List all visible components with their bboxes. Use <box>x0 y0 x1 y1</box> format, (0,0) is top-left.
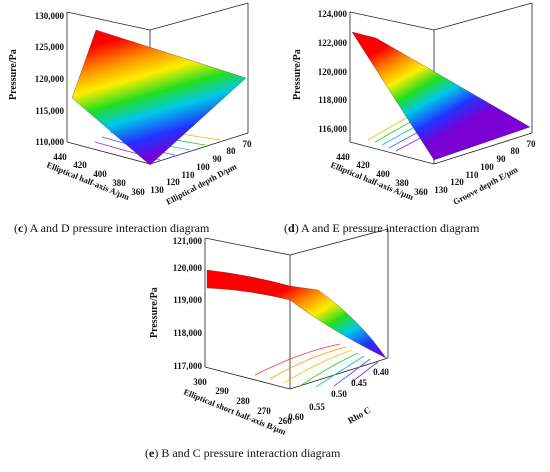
panel-d: 116,000 118,000 120,000 122,000 124,000 … <box>284 2 536 235</box>
y-tick: 0.45 <box>351 378 367 388</box>
x-tick: 300 <box>193 377 207 387</box>
y-tick: 0.40 <box>373 367 389 377</box>
z-tick: 125,000 <box>35 42 65 52</box>
z-tick: 119,000 <box>173 295 202 305</box>
panel-e-contours <box>254 343 379 388</box>
panel-e-ylabel: Rho C <box>346 405 372 426</box>
y-tick: 130 <box>150 185 164 195</box>
y-tick: 120 <box>450 177 464 187</box>
x-tick: 420 <box>73 160 87 170</box>
y-tick: 100 <box>480 162 494 172</box>
panel-c-surface <box>71 29 247 166</box>
panel-e-frame <box>204 228 389 390</box>
panel-c-caption: (c) A and D pressure interaction diagram <box>14 221 210 235</box>
x-tick: 400 <box>376 169 390 179</box>
z-tick: 130,000 <box>35 11 65 21</box>
panel-e-y-ticks: 0.60 0.55 0.50 0.45 0.40 <box>288 367 389 422</box>
z-tick: 120,000 <box>35 74 65 84</box>
y-tick: 80 <box>511 146 521 156</box>
y-tick: 120 <box>166 177 180 187</box>
y-tick: 70 <box>527 139 537 149</box>
z-tick: 117,000 <box>173 361 202 371</box>
z-tick: 120,000 <box>173 263 203 273</box>
x-tick: 280 <box>236 396 250 406</box>
x-tick: 360 <box>131 187 145 197</box>
x-tick: 420 <box>356 160 370 170</box>
x-tick: 400 <box>93 169 107 179</box>
z-tick: 124,000 <box>318 9 348 19</box>
y-tick: 110 <box>465 170 479 180</box>
z-tick: 116,000 <box>318 124 347 134</box>
z-tick: 115,000 <box>35 106 64 116</box>
x-tick: 380 <box>112 178 126 188</box>
x-tick: 440 <box>336 152 350 162</box>
z-tick: 118,000 <box>318 95 347 105</box>
y-tick: 130 <box>434 185 448 195</box>
panel-e: 117,000 118,000 119,000 120,000 121,000 … <box>145 228 389 460</box>
panel-e-surface <box>206 269 387 359</box>
panel-d-zlabel: Pressure/Pa <box>292 49 303 100</box>
panel-d-caption: (d) A and E pressure interaction diagram <box>284 221 480 235</box>
panel-d-z-ticks: 116,000 118,000 120,000 122,000 124,000 <box>318 9 348 134</box>
panel-c-y-ticks: 130 120 110 100 90 80 70 <box>150 139 252 195</box>
panel-c-z-ticks: 110,000 115,000 120,000 125,000 130,000 <box>35 11 65 147</box>
panel-c-zlabel: Pressure/Pa <box>8 49 19 100</box>
y-tick: 110 <box>181 170 195 180</box>
x-tick: 360 <box>414 187 428 197</box>
panel-e-caption: (e) B and C pressure interaction diagram <box>145 446 341 460</box>
y-tick: 0.60 <box>288 412 304 422</box>
z-tick: 118,000 <box>173 328 202 338</box>
x-tick: 440 <box>53 152 67 162</box>
y-tick: 0.55 <box>309 402 325 412</box>
y-tick: 100 <box>196 162 210 172</box>
panel-d-surface <box>351 31 531 161</box>
x-tick: 270 <box>257 406 271 416</box>
panel-c-x-ticks: 440 420 400 380 360 <box>53 152 145 197</box>
z-tick: 110,000 <box>35 137 64 147</box>
z-tick: 120,000 <box>318 67 348 77</box>
y-tick: 0.50 <box>331 389 347 399</box>
y-tick: 90 <box>213 154 223 164</box>
y-tick: 80 <box>227 146 237 156</box>
y-tick: 70 <box>243 139 253 149</box>
x-tick: 380 <box>395 178 409 188</box>
panel-c: 110,000 115,000 120,000 125,000 130,000 … <box>8 2 252 235</box>
x-tick: 290 <box>215 386 229 396</box>
z-tick: 121,000 <box>173 236 203 246</box>
panel-d-y-ticks: 130 120 110 100 90 80 70 <box>434 139 536 195</box>
panel-e-xlabel: Elliptical short half-axis B/μm <box>182 387 287 437</box>
panel-e-x-ticks: 300 290 280 270 260 <box>193 377 292 426</box>
panel-e-zlabel: Pressure/Pa <box>149 287 160 338</box>
y-tick: 90 <box>497 154 507 164</box>
z-tick: 122,000 <box>318 38 348 48</box>
panel-e-z-ticks: 117,000 118,000 119,000 120,000 121,000 <box>173 236 203 371</box>
x-tick: 260 <box>278 416 292 426</box>
panel-d-x-ticks: 440 420 400 380 360 <box>336 152 428 197</box>
